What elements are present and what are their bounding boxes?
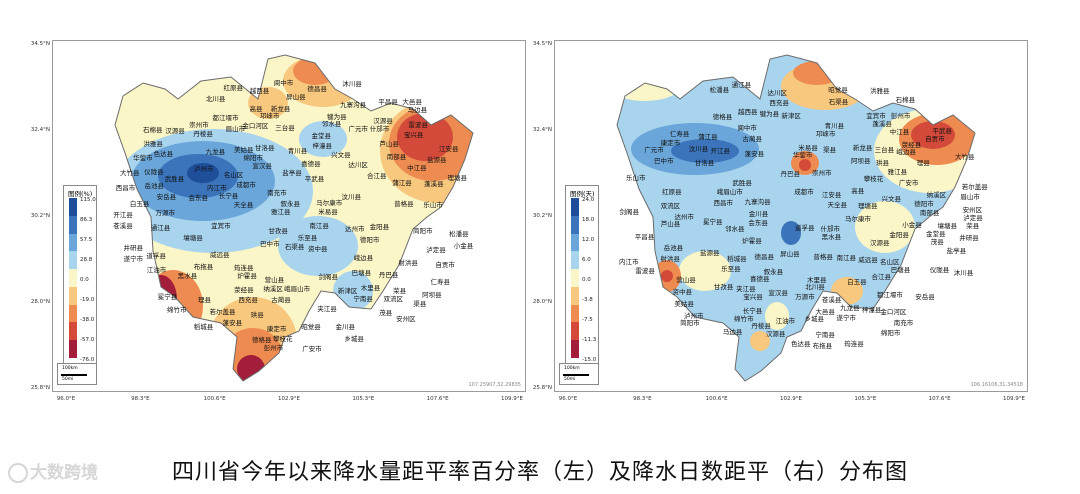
x-tick-label: 102.9°E <box>780 396 802 402</box>
y-tick-label: 32.4°N <box>532 127 552 133</box>
y-tick-label: 25.8°N <box>532 385 552 391</box>
legend-swatch <box>571 286 579 305</box>
legend-swatch <box>571 251 579 270</box>
watermark: 大数跨境 <box>8 458 98 483</box>
legend-swatch <box>69 215 77 234</box>
x-tick-label: 102.9°E <box>278 396 300 402</box>
x-tick-label: 105.3°E <box>854 396 877 402</box>
legend-swatch <box>69 286 77 305</box>
x-tick-label: 107.6°E <box>426 396 449 402</box>
legend-label: -19.0 <box>80 297 95 303</box>
legend-swatch <box>69 251 77 270</box>
x-tick-label: 100.6°E <box>705 396 728 402</box>
watermark-text: 大数跨境 <box>30 463 98 483</box>
y-tick-label: 34.5°N <box>30 41 50 47</box>
y-tick-label: 32.4°N <box>30 127 50 133</box>
legend: 图例(%) 115.0 86.3 57.5 28.8 0.0 -19.0 -38.0 -57.… <box>63 185 97 365</box>
legend-label: 57.5 <box>80 237 93 243</box>
legend-swatch <box>69 322 77 341</box>
legend-label: -3.8 <box>582 297 593 303</box>
legend-swatch <box>69 269 77 287</box>
legend-label: -38.0 <box>80 317 95 323</box>
legend-label: 115.0 <box>80 197 96 203</box>
scale-mi-label: 50mi <box>564 377 576 382</box>
legend-label: 0.0 <box>80 277 89 283</box>
legend-label: -7.5 <box>582 317 593 323</box>
legend-swatch <box>571 269 579 287</box>
legend-swatch <box>571 304 579 323</box>
legend-swatch <box>571 340 579 358</box>
legend-label: -76.0 <box>80 357 95 363</box>
legend-label: 24.0 <box>582 197 595 203</box>
scale-km-label: 100km <box>564 366 580 371</box>
legend-color-bar <box>69 198 77 358</box>
legend-label: 0.0 <box>582 277 591 283</box>
legend-title: 图例(天) <box>570 190 595 198</box>
legend-swatch <box>571 215 579 234</box>
legend-label: 12.0 <box>582 237 595 243</box>
scale-mi-label: 50mi <box>62 377 74 382</box>
legend-swatch <box>571 233 579 252</box>
legend-title: 图例(%) <box>68 190 93 198</box>
legend-color-bar <box>571 198 579 358</box>
x-tick-label: 96.0°E <box>558 396 578 402</box>
legend-swatch <box>69 340 77 358</box>
y-tick-label: 28.0°N <box>30 299 50 305</box>
legend-label: 28.8 <box>80 257 93 263</box>
precip-days-map <box>616 54 976 382</box>
y-tick-label: 28.0°N <box>532 299 552 305</box>
precip-anomaly-map <box>114 54 474 382</box>
x-tick-label: 98.3°E <box>131 396 150 402</box>
precip-anomaly-fill <box>115 55 473 381</box>
legend-swatch <box>69 198 77 216</box>
scale-bar: 100km 50mi <box>57 363 97 385</box>
legend-label: 18.0 <box>582 217 595 223</box>
x-tick-label: 98.3°E <box>633 396 652 402</box>
legend-swatch <box>69 233 77 252</box>
precip-days-fill <box>617 55 975 381</box>
legend-swatch <box>571 322 579 341</box>
legend: 图例(天) 24.0 18.0 12.0 6.0 0.0 -3.8 -7.5 -11.3 -15… <box>565 185 599 365</box>
legend-label: -11.3 <box>582 337 597 343</box>
legend-label: 6.0 <box>582 257 591 263</box>
coordinate-readout: 107.25907,32.29835 <box>468 382 522 388</box>
scale-km-label: 100km <box>62 366 78 371</box>
legend-swatch <box>69 304 77 323</box>
x-tick-label: 107.6°E <box>928 396 951 402</box>
x-tick-label: 96.0°E <box>56 396 76 402</box>
y-tick-label: 30.2°N <box>30 213 50 219</box>
legend-label: -57.0 <box>80 337 95 343</box>
watermark-logo-icon <box>8 463 28 483</box>
x-tick-label: 105.3°E <box>352 396 375 402</box>
y-tick-label: 30.2°N <box>532 213 552 219</box>
x-tick-label: 109.9°E <box>501 396 523 402</box>
figure-caption: 四川省今年以来降水量距平率百分率（左）及降水日数距平（右）分布图 <box>171 460 908 485</box>
precip-anomaly-map-panel: 石渠县 色达县 甘孜县 马尔康市 若尔盖县 九寨沟县 青川县 广元市 南江县 万源市 巴中市 达川区平… <box>52 40 526 392</box>
scale-bar: 100km 50mi <box>559 363 599 385</box>
y-tick-label: 34.5°N <box>532 41 552 47</box>
legend-label: -15.0 <box>582 357 597 363</box>
legend-swatch <box>571 198 579 216</box>
x-tick-label: 100.6°E <box>203 396 226 402</box>
y-tick-label: 25.8°N <box>30 385 50 391</box>
precip-days-map-panel: 石渠县 色达县 甘孜县 马尔康市 若尔盖县 九寨沟县 青川县 广元市 南江县 万源市 巴中市 达川区平… <box>554 40 1028 392</box>
x-tick-label: 109.9°E <box>1003 396 1025 402</box>
legend-label: 86.3 <box>80 217 93 223</box>
coordinate-readout: 106.16106,31.34518 <box>970 382 1024 388</box>
